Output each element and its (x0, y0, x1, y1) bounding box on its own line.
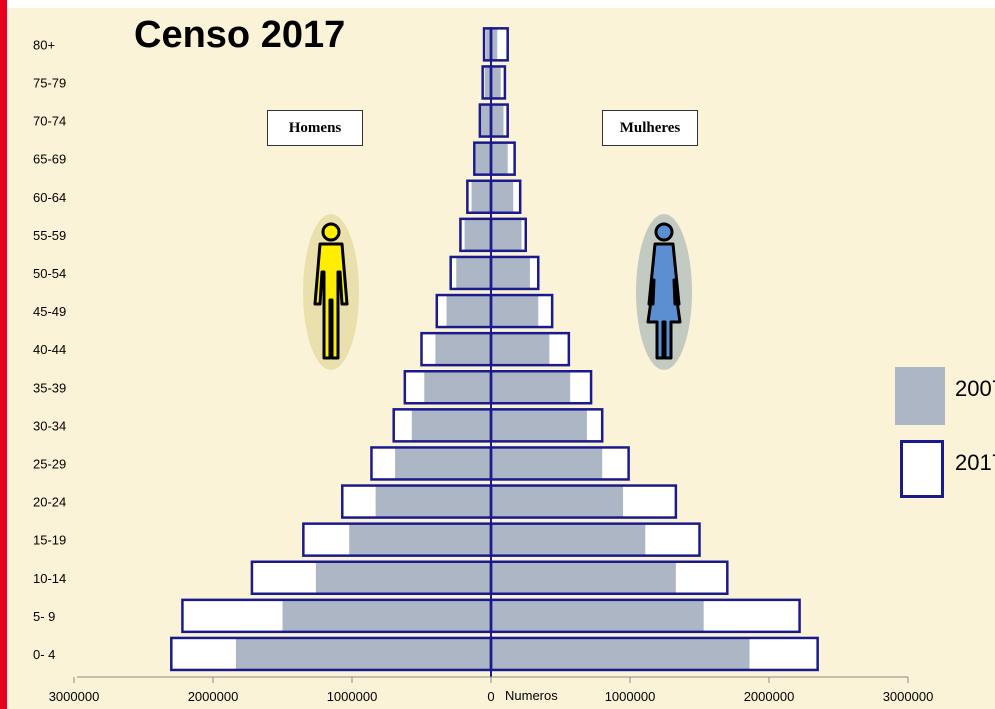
x-tick-label: 2000000 (188, 689, 239, 704)
bar-2007-men (464, 218, 491, 251)
women-label: Mulheres (602, 110, 698, 146)
bar-2007-men (315, 561, 491, 594)
left-edge-bar (0, 0, 7, 709)
bar-2007-women (491, 561, 676, 594)
bar-2007-women (491, 104, 504, 137)
age-group-label: 0- 4 (33, 647, 55, 662)
bar-2007-men (435, 333, 491, 366)
men-label: Homens (267, 110, 363, 146)
bar-2007-women (491, 256, 530, 289)
bar-2007-men (349, 523, 491, 556)
legend-swatch-2007 (895, 367, 945, 425)
age-group-label: 40-44 (33, 342, 66, 357)
legend-label-2007: 2007 (955, 376, 995, 401)
age-group-label: 25-29 (33, 456, 66, 471)
age-group-label: 35-39 (33, 380, 66, 395)
x-tick-label: 3000000 (883, 689, 934, 704)
bar-2007-women (491, 180, 514, 213)
age-group-label: 80+ (33, 37, 55, 52)
x-tick-label: 3000000 (49, 689, 100, 704)
bar-2007-women (491, 142, 508, 175)
female-figure-icon (636, 214, 692, 370)
age-group-label: 55-59 (33, 228, 66, 243)
age-group-label: 45-49 (33, 304, 66, 319)
age-group-label: 70-74 (33, 114, 66, 129)
x-axis-label: Numeros (505, 688, 558, 703)
legend-label-2017: 2017 (955, 450, 995, 475)
bar-2007-women (491, 409, 587, 442)
bar-2007-women (491, 295, 539, 328)
bar-2007-women (491, 218, 522, 251)
bar-2007-women (491, 28, 498, 61)
bar-2007-women (491, 66, 501, 99)
bar-2007-men (395, 447, 491, 480)
bar-2007-women (491, 599, 704, 632)
bar-2007-men (471, 180, 491, 213)
bar-2007-men (486, 28, 491, 61)
bar-2007-men (481, 104, 491, 137)
top-band (7, 0, 995, 8)
bar-2007-men (446, 295, 491, 328)
x-tick-label: 0 (487, 689, 494, 704)
age-group-label: 60-64 (33, 190, 66, 205)
x-tick-label: 1000000 (327, 689, 378, 704)
legend-swatch-2017 (900, 440, 944, 498)
age-group-label: 75-79 (33, 75, 66, 90)
age-group-label: 65-69 (33, 152, 66, 167)
bar-2007-men (456, 256, 491, 289)
bar-2007-men (235, 637, 491, 670)
age-group-label: 15-19 (33, 533, 66, 548)
age-group-label: 50-54 (33, 266, 66, 281)
bar-2007-men (411, 409, 491, 442)
bar-2007-men (375, 485, 491, 518)
bar-2007-men (484, 66, 491, 99)
chart-title: Censo 2017 (134, 14, 346, 56)
bar-2007-women (491, 637, 750, 670)
bar-2007-men (424, 371, 491, 404)
age-group-label: 20-24 (33, 495, 66, 510)
bar-2007-men (475, 142, 491, 175)
age-group-label: 10-14 (33, 571, 66, 586)
x-tick-label: 2000000 (744, 689, 795, 704)
bar-2007-men (282, 599, 491, 632)
x-tick-label: 1000000 (605, 689, 656, 704)
bar-2007-women (491, 371, 571, 404)
bar-2007-women (491, 485, 624, 518)
bar-2007-women (491, 447, 603, 480)
age-group-label: 30-34 (33, 418, 66, 433)
bar-2007-women (491, 523, 646, 556)
age-group-label: 5- 9 (33, 609, 55, 624)
bar-2007-women (491, 333, 550, 366)
male-figure-icon (303, 214, 359, 370)
